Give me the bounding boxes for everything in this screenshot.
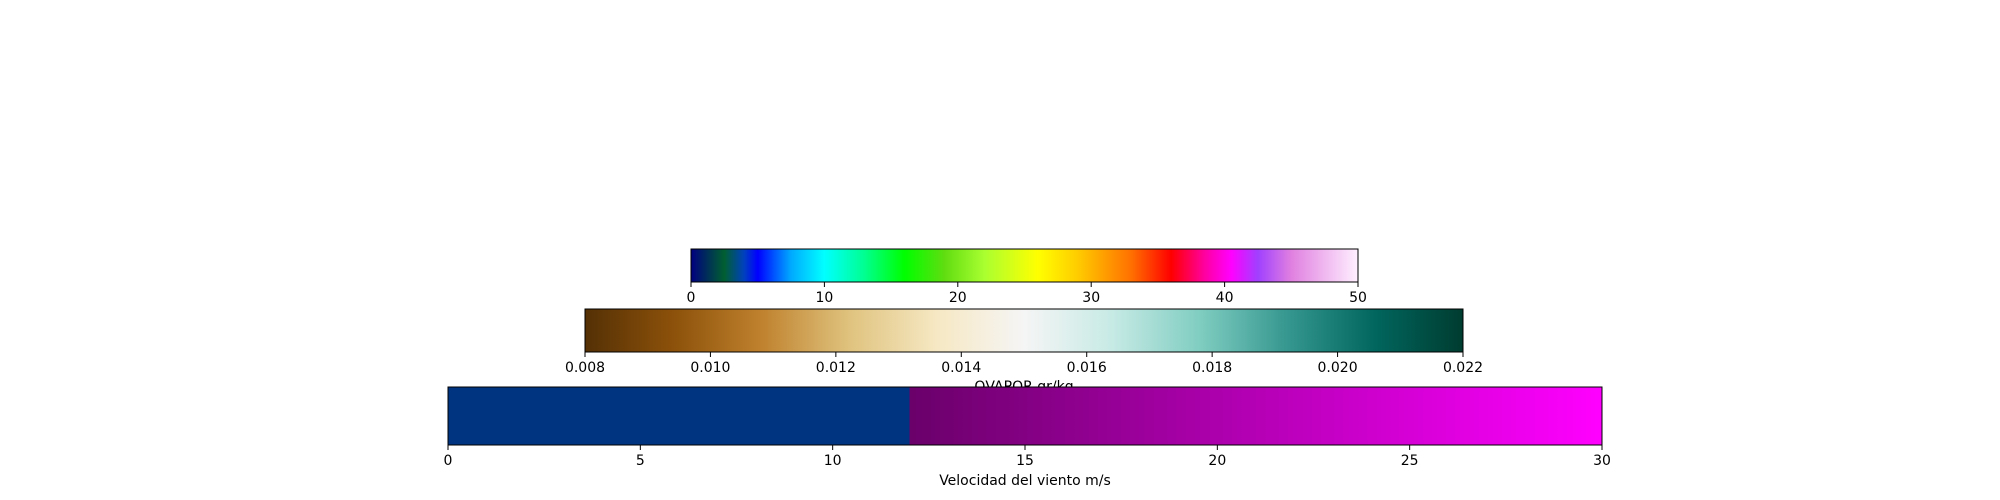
tick-label: 20 xyxy=(949,290,967,306)
tick-label: 0.010 xyxy=(690,360,730,376)
tick-label: 0.012 xyxy=(816,360,856,376)
tick-label: 0.022 xyxy=(1443,360,1483,376)
tick-label: 0.008 xyxy=(565,360,605,376)
tick-label: 25 xyxy=(1401,453,1419,469)
tick-label: 0.016 xyxy=(1067,360,1107,376)
tick-label: 0.020 xyxy=(1318,360,1358,376)
tick-label: 30 xyxy=(1593,453,1611,469)
tick-label: 20 xyxy=(1208,453,1226,469)
tick-label: 10 xyxy=(815,290,833,306)
tick-label: 0 xyxy=(687,290,696,306)
tick-label: 0.018 xyxy=(1192,360,1232,376)
tick-label: 15 xyxy=(1016,453,1034,469)
tick-label: 5 xyxy=(636,453,645,469)
tick-label: 30 xyxy=(1082,290,1100,306)
colorbar xyxy=(690,248,1359,283)
tick-label: 50 xyxy=(1349,290,1367,306)
tick-label: 0.014 xyxy=(941,360,981,376)
axis-label: Velocidad del viento m/s xyxy=(939,473,1111,489)
colorbar xyxy=(584,308,1464,353)
tick-label: 10 xyxy=(824,453,842,469)
tick-label: 0 xyxy=(444,453,453,469)
colorbar xyxy=(447,386,1603,446)
tick-label: 40 xyxy=(1216,290,1234,306)
